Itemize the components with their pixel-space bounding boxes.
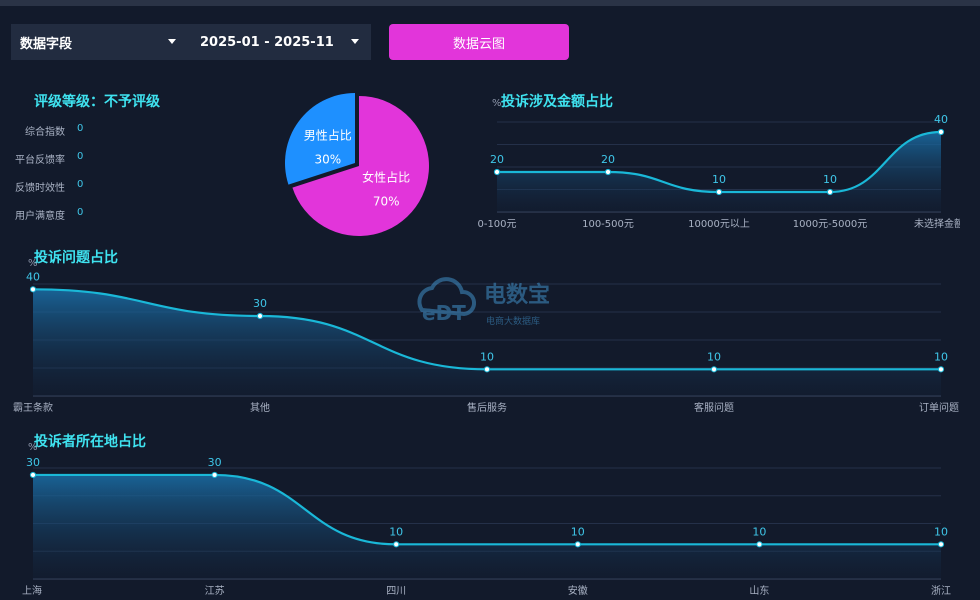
location-area-chart: % 30 上海 30 江苏 10 四川 10 安徽 10 山东 10 浙江 (22, 442, 951, 597)
x-tick-label: 10000元以上 (688, 218, 750, 230)
metric-label-feedback-rate: 平台反馈率 (15, 155, 65, 166)
data-point[interactable] (483, 366, 491, 373)
pie-slice-label: 女性占比 (362, 170, 410, 185)
logo-name: 电数宝 (484, 282, 550, 308)
x-tick-label: 江苏 (205, 584, 225, 597)
data-point[interactable] (393, 541, 400, 548)
data-label: 30 (253, 297, 267, 310)
x-tick-label: 1000元-5000元 (793, 219, 868, 230)
series-line (33, 473, 941, 546)
pie-slice-value: 30% (314, 152, 341, 166)
series-area (33, 474, 941, 579)
metric-value-satisfaction: 0 (77, 207, 84, 218)
x-tick-label: 0-100元 (477, 219, 516, 230)
data-point[interactable] (604, 168, 612, 176)
issue-area-chart: %40 霸王条款 30 其他 10 售后服务 10 客服问题 10 订单问题 (13, 258, 959, 414)
logo-tagline: 电商大数据库 (486, 315, 540, 327)
data-point[interactable] (256, 312, 264, 320)
x-tick-label: 霸王条款 (13, 401, 53, 414)
field-select[interactable]: 数据字段 (11, 24, 188, 60)
data-label: 10 (480, 350, 494, 363)
data-point[interactable] (29, 471, 37, 479)
data-label: 30 (26, 456, 40, 469)
location-chart-title: 投诉者所在地占比 (34, 434, 146, 450)
x-tick-label: 100-500元 (582, 219, 634, 230)
data-point[interactable] (29, 286, 37, 293)
data-label: 10 (707, 350, 721, 363)
top-bar (0, 0, 980, 6)
gender-pie-chart: 女性占比 70% 男性占比 30% (285, 93, 429, 236)
data-label: 20 (601, 153, 615, 166)
pie-slice-value: 70% (373, 195, 400, 209)
y-unit-label: % (492, 98, 502, 109)
data-label: 20 (490, 153, 504, 166)
data-point[interactable] (826, 188, 834, 196)
field-select-value: 数据字段 (20, 36, 73, 52)
amount-area-chart: % 20 0-100元 20 100-500元 10 10000元以上 10 1000元-500… (477, 98, 960, 230)
data-cloud-button[interactable]: 数据云图 (389, 24, 569, 60)
amount-chart-title: 投诉涉及金额占比 (501, 94, 613, 110)
metric-value-overall: 0 (77, 123, 84, 134)
x-tick-label: 山东 (749, 584, 769, 597)
data-point[interactable] (574, 541, 581, 548)
data-point[interactable] (937, 128, 945, 136)
x-tick-label: 浙江 (931, 585, 951, 597)
metric-value-timeliness: 0 (77, 179, 84, 190)
pie-slice-label: 男性占比 (304, 127, 352, 142)
date-range-select[interactable]: 2025-01 - 2025-11 (188, 24, 371, 60)
date-range-value: 2025-01 - 2025-11 (200, 34, 334, 50)
data-label: 40 (934, 113, 948, 126)
data-point[interactable] (937, 366, 945, 373)
data-label: 10 (752, 525, 766, 538)
data-label: 10 (389, 525, 403, 538)
metric-label-overall: 综合指数 (25, 127, 65, 138)
logo-mark: eDT (422, 301, 466, 325)
data-point[interactable] (715, 188, 723, 196)
data-point[interactable] (710, 366, 718, 373)
data-label: 10 (712, 173, 726, 186)
x-tick-label: 四川 (386, 586, 406, 597)
data-label: 10 (571, 525, 585, 538)
chevron-down-icon (168, 39, 176, 44)
x-tick-label: 未选择金额 (914, 217, 960, 230)
metric-label-timeliness: 反馈时效性 (15, 183, 65, 194)
y-unit-label: % (28, 258, 38, 269)
x-tick-label: 上海 (22, 584, 42, 597)
pie-slice[interactable] (292, 96, 429, 236)
pie-slice[interactable] (285, 93, 355, 185)
data-point[interactable] (756, 541, 763, 548)
issue-chart-title: 投诉问题占比 (34, 250, 118, 266)
x-tick-label: 安徽 (568, 584, 588, 597)
metric-label-satisfaction: 用户满意度 (15, 211, 65, 222)
x-tick-label: 订单问题 (919, 401, 959, 414)
rating-title: 评级等级：不予评级 (34, 94, 160, 110)
y-unit-label: % (28, 442, 38, 453)
data-label: 10 (934, 525, 948, 538)
data-point[interactable] (211, 471, 218, 479)
data-label: 40 (26, 270, 40, 283)
edt-logo: eDT 电数宝 电商大数据库 (417, 277, 550, 327)
metric-value-feedback-rate: 0 (77, 151, 84, 162)
data-label: 30 (208, 456, 222, 469)
x-tick-label: 客服问题 (694, 401, 734, 414)
x-tick-label: 售后服务 (467, 401, 507, 414)
x-tick-label: 其他 (250, 401, 270, 414)
data-label: 10 (823, 173, 837, 186)
data-point[interactable] (493, 168, 501, 176)
data-label: 10 (934, 350, 948, 363)
chevron-down-icon (351, 39, 359, 44)
data-point[interactable] (937, 541, 945, 548)
